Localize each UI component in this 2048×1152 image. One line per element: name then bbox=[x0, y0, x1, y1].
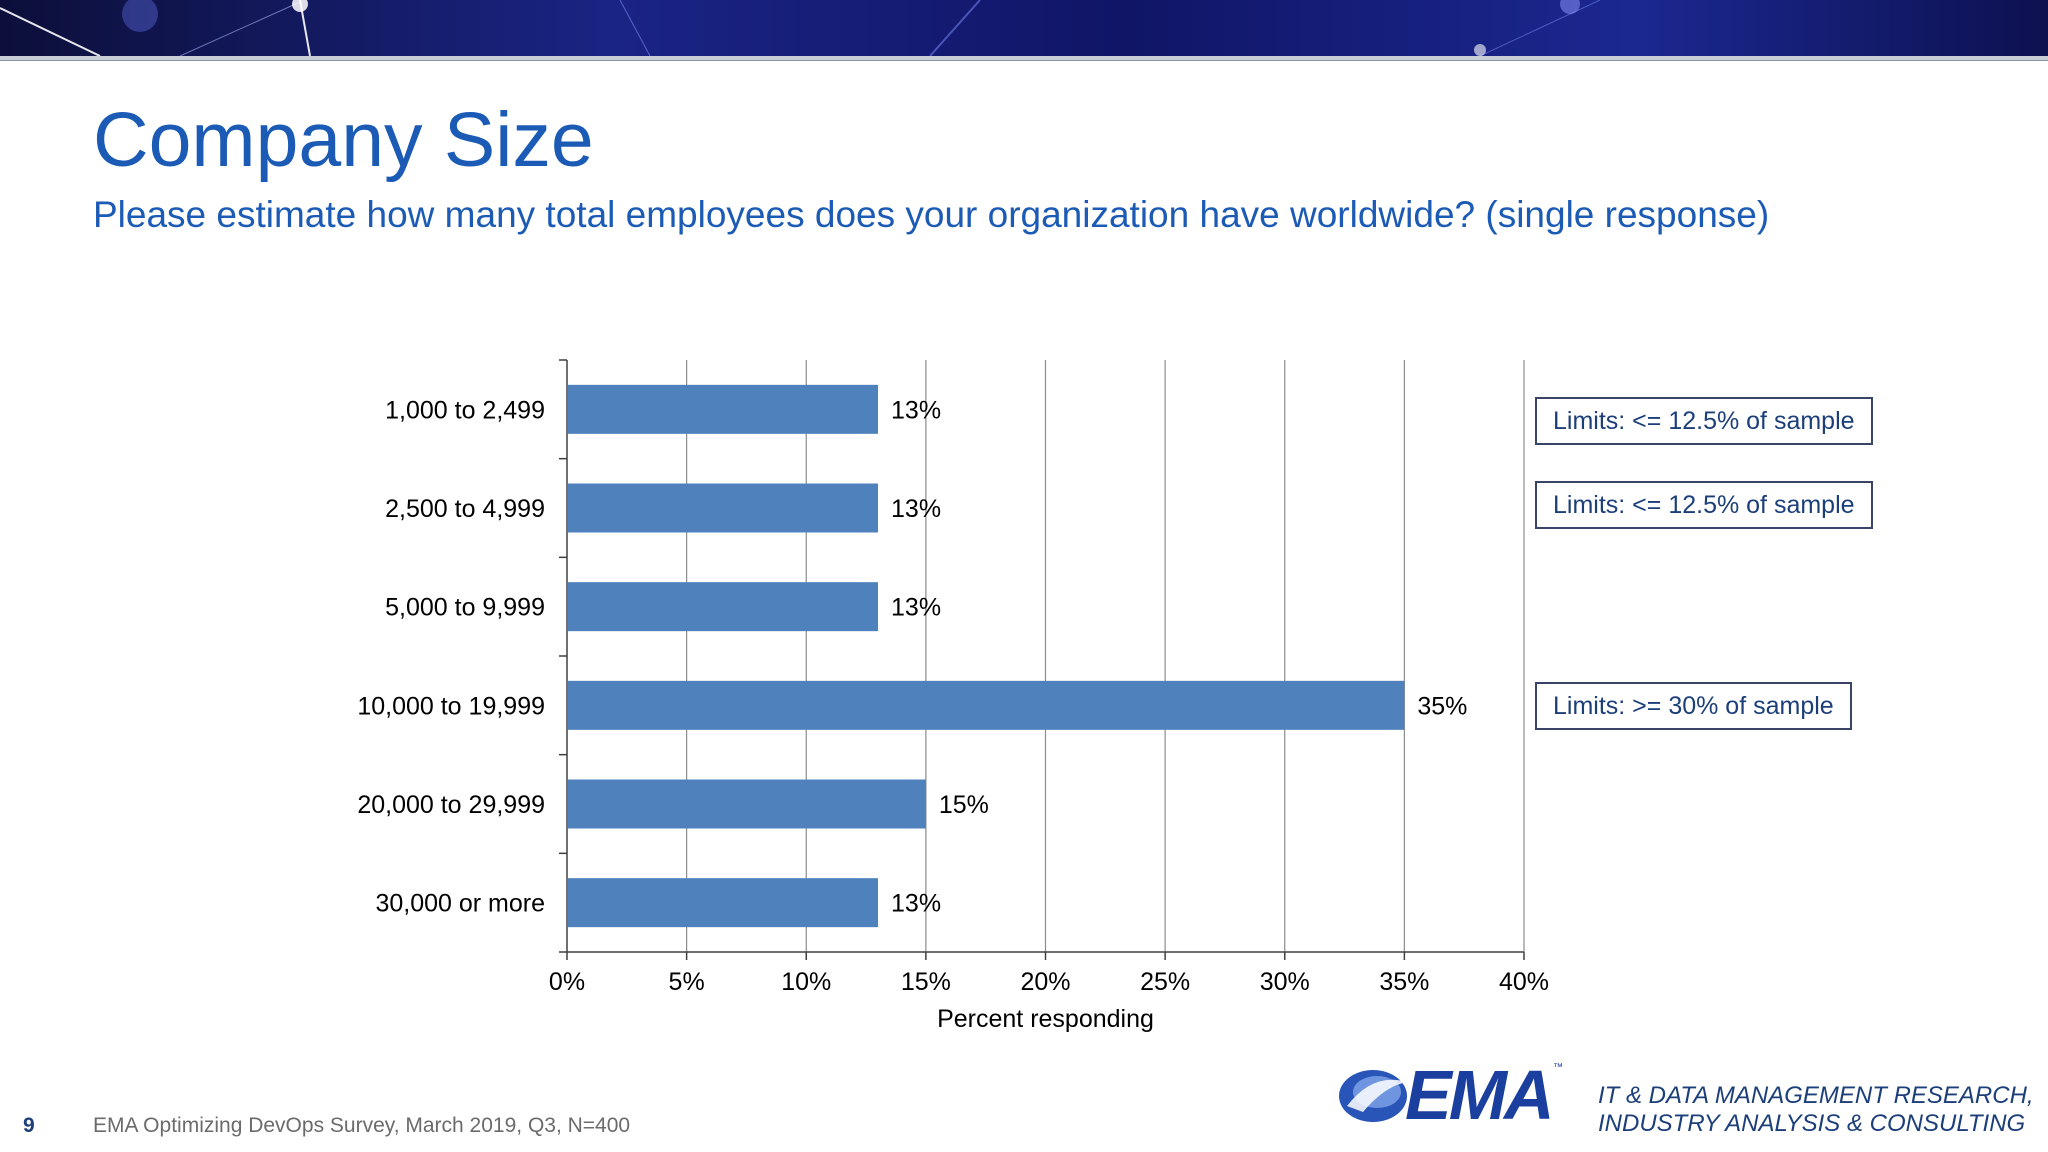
bar bbox=[568, 582, 879, 632]
x-tick-label: 20% bbox=[1020, 968, 1070, 996]
bar bbox=[568, 483, 879, 533]
x-tick-label: 15% bbox=[901, 968, 951, 996]
x-tick-label: 25% bbox=[1140, 968, 1190, 996]
tagline-line-1: IT & DATA MANAGEMENT RESEARCH, bbox=[1598, 1082, 2034, 1109]
limit-annotation-box: Limits: <= 12.5% of sample bbox=[1535, 481, 1873, 529]
slide-subtitle: Please estimate how many total employees… bbox=[93, 194, 1770, 235]
ema-logo: EMA ™ bbox=[1333, 1056, 1563, 1136]
logo-wordmark: EMA bbox=[1405, 1056, 1555, 1134]
bar bbox=[568, 779, 926, 829]
x-tick-label: 10% bbox=[781, 968, 831, 996]
source-note: EMA Optimizing DevOps Survey, March 2019… bbox=[93, 1114, 631, 1137]
page-number: 9 bbox=[23, 1114, 35, 1137]
limit-annotation-box: Limits: <= 12.5% of sample bbox=[1535, 397, 1873, 446]
category-label: 2,500 to 4,999 bbox=[385, 495, 545, 523]
category-label: 20,000 to 29,999 bbox=[357, 791, 545, 819]
data-label: 13% bbox=[891, 495, 941, 523]
tagline-line-2: INDUSTRY ANALYSIS & CONSULTING bbox=[1598, 1110, 2026, 1137]
data-label: 13% bbox=[891, 396, 941, 424]
trademark-symbol: ™ bbox=[1553, 1062, 1563, 1073]
logo-tagline: IT & DATA MANAGEMENT RESEARCH, INDUSTRY … bbox=[1598, 1082, 2034, 1138]
limit-annotation-box: Limits: >= 30% of sample bbox=[1535, 682, 1852, 731]
data-label: 15% bbox=[939, 791, 989, 819]
bar bbox=[568, 680, 1405, 730]
header-rule-shadow bbox=[0, 60, 2048, 61]
slide-title: Company Size bbox=[93, 97, 594, 183]
data-label: 13% bbox=[891, 890, 941, 918]
header-banner bbox=[0, 0, 2048, 56]
data-label: 13% bbox=[891, 594, 941, 622]
ema-swoosh-icon bbox=[1339, 1070, 1407, 1122]
data-label: 35% bbox=[1417, 692, 1467, 720]
category-label: 30,000 or more bbox=[375, 890, 545, 918]
x-tick-label: 30% bbox=[1260, 968, 1310, 996]
bar bbox=[568, 384, 879, 434]
x-tick-label: 5% bbox=[669, 968, 705, 996]
category-label: 5,000 to 9,999 bbox=[385, 594, 545, 622]
x-tick-label: 35% bbox=[1379, 968, 1429, 996]
network-graphic bbox=[0, 0, 1601, 56]
category-label: 1,000 to 2,499 bbox=[385, 396, 545, 424]
x-tick-label: 40% bbox=[1499, 968, 1549, 996]
x-tick-label: 0% bbox=[549, 968, 585, 996]
bar bbox=[568, 878, 879, 928]
header-rule bbox=[0, 56, 2048, 60]
x-axis-title: Percent responding bbox=[937, 1005, 1154, 1033]
category-label: 10,000 to 19,999 bbox=[357, 692, 545, 720]
